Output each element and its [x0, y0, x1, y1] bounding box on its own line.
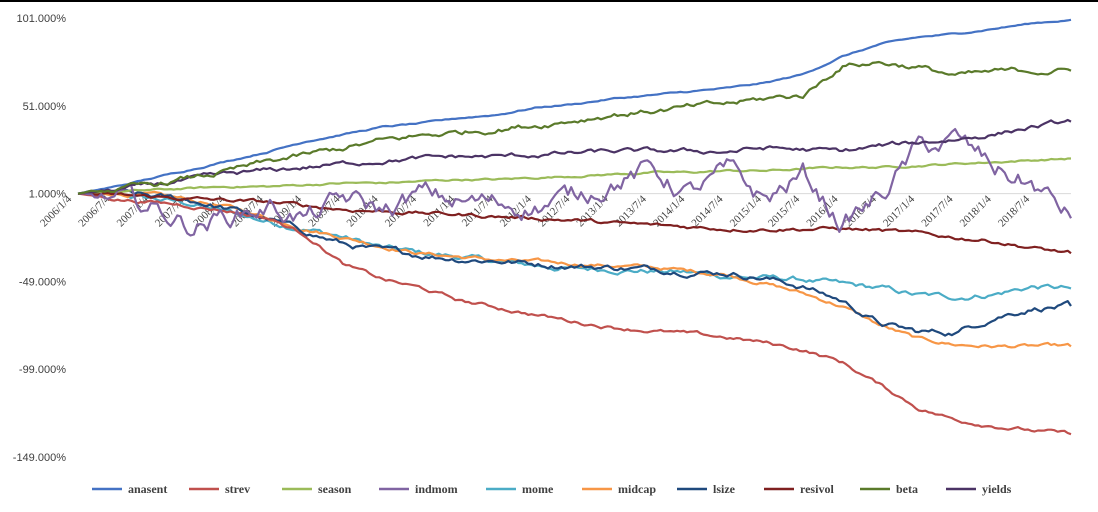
series-line-beta: [77, 60, 1072, 195]
y-tick-label: -49.000%: [19, 276, 66, 288]
series-line-indmom: [78, 128, 1072, 237]
legend-label-beta: beta: [896, 482, 918, 496]
legend-label-strev: strev: [225, 482, 250, 496]
x-tick-label: 2018/1/4: [958, 193, 994, 229]
y-tick-label: -99.000%: [19, 364, 66, 376]
x-tick-label: 2018/7/4: [996, 193, 1032, 229]
y-tick-label: 51.000%: [23, 101, 67, 113]
legend-label-anasent: anasent: [128, 482, 167, 496]
series-line-resivol: [77, 191, 1072, 255]
series-line-midcap: [78, 190, 1072, 349]
x-tick-label: 2014/7/4: [689, 193, 725, 229]
y-tick-label: 101.000%: [16, 13, 66, 25]
series-line-anasent: [77, 18, 1072, 195]
legend-label-lsize: lsize: [713, 482, 736, 496]
x-tick-label: 2017/7/4: [919, 193, 955, 229]
legend-label-resivol: resivol: [800, 482, 834, 496]
series-line-yields: [77, 118, 1072, 195]
series-line-season: [77, 157, 1071, 195]
legend-label-midcap: midcap: [618, 482, 656, 496]
y-tick-label: -149.000%: [13, 452, 66, 464]
legend-label-mome: mome: [522, 482, 554, 496]
x-tick-label: 2015/1/4: [728, 193, 764, 229]
legend-label-indmom: indmom: [415, 482, 458, 496]
legend-label-yields: yields: [982, 482, 1012, 496]
y-tick-label: 1.000%: [29, 189, 67, 201]
series-line-strev: [77, 192, 1072, 436]
x-tick-label: 2012/1/4: [498, 193, 534, 229]
legend-label-season: season: [318, 482, 352, 496]
series-line-mome: [77, 190, 1072, 301]
top-border: [0, 0, 1098, 2]
